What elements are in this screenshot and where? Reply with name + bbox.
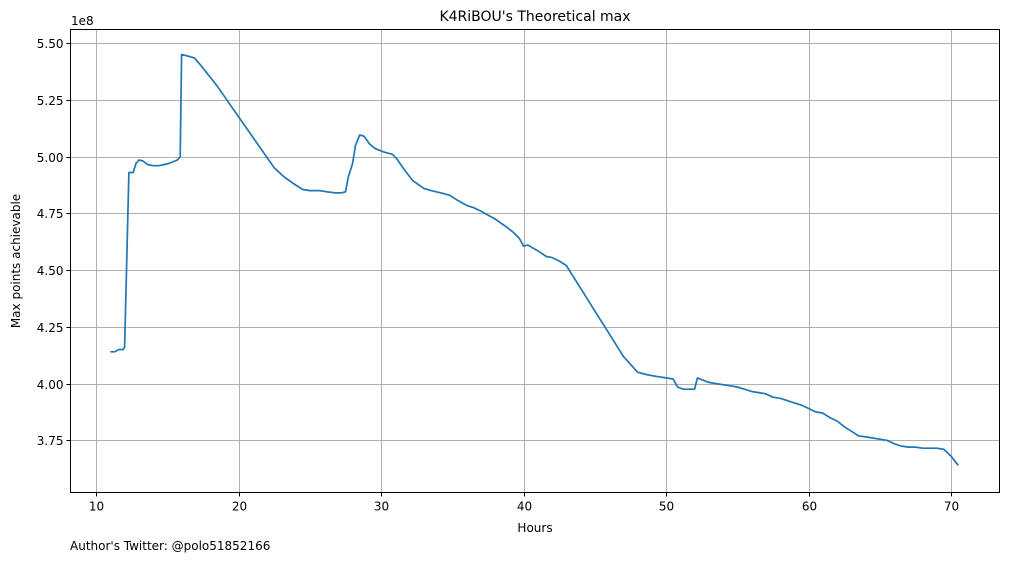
author-credit: Author's Twitter: @polo51852166: [70, 539, 270, 553]
y-tick-label: 4.25: [37, 321, 64, 335]
y-tick-label: 3.75: [37, 434, 64, 448]
y-tick-label: 4.75: [37, 207, 64, 221]
x-tick-label: 10: [89, 500, 104, 514]
plot-frame: [70, 29, 1000, 493]
y-tick-label: 5.25: [37, 94, 64, 108]
x-tick-label: 70: [944, 500, 959, 514]
grid-lines: [70, 29, 1000, 493]
x-tick-label: 20: [232, 500, 247, 514]
x-tick-label: 40: [517, 500, 532, 514]
axis-ticks: 10 20 30 40 50 60 70 3.75 4.00 4.25 4.50 4.75 5.00 5.…: [37, 37, 959, 514]
x-tick-label: 30: [374, 500, 389, 514]
x-axis-label: Hours: [517, 521, 552, 535]
y-axis-label: Max points achievable: [9, 194, 23, 328]
y-offset-label: 1e8: [71, 14, 94, 28]
y-tick-label: 5.50: [37, 37, 64, 51]
x-tick-label: 60: [802, 500, 817, 514]
y-tick-label: 4.50: [37, 264, 64, 278]
chart-title: K4RiBOU's Theoretical max: [439, 9, 630, 25]
y-tick-label: 4.00: [37, 378, 64, 392]
y-tick-label: 5.00: [37, 151, 64, 165]
series-line: [110, 53, 959, 466]
data-series: [110, 53, 959, 466]
x-tick-label: 50: [659, 500, 674, 514]
